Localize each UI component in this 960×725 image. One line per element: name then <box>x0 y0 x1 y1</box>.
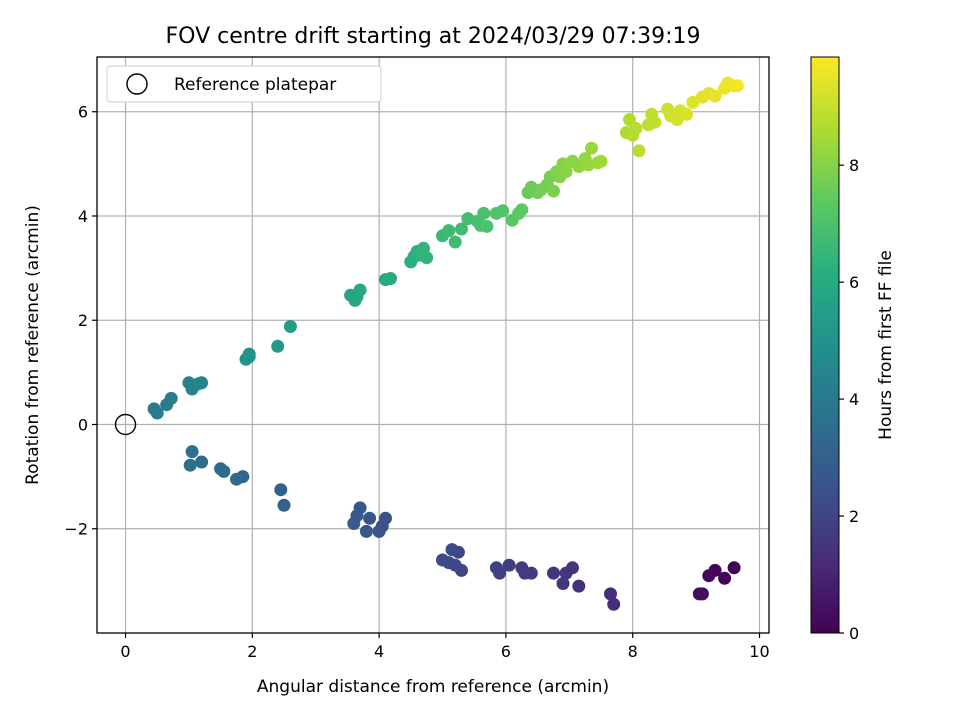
colorbar-tick-label: 6 <box>849 273 859 292</box>
y-axis-ticks: −2 0 2 4 6 <box>64 103 97 539</box>
scatter-point <box>347 517 361 530</box>
scatter-point <box>686 95 700 109</box>
colorbar-gradient <box>810 56 840 634</box>
scatter-point <box>274 483 288 497</box>
colorbar-tick-label: 0 <box>849 624 859 643</box>
scatter-point <box>604 587 617 601</box>
scatter-point <box>185 445 199 459</box>
scatter-point <box>480 219 494 233</box>
scatter-point <box>271 339 285 353</box>
chart-title: FOV centre drift starting at 2024/03/29 … <box>166 24 701 49</box>
reference-point-marker <box>114 413 137 436</box>
scatter-point <box>195 376 209 390</box>
y-tick-label: 4 <box>78 207 88 226</box>
scatter-point <box>448 235 462 249</box>
scatter-point <box>214 462 228 476</box>
legend-box <box>106 65 382 103</box>
scatter-point <box>727 561 741 575</box>
scatter-point <box>230 472 243 486</box>
scatter-point <box>702 569 716 583</box>
scatter-point <box>183 458 197 472</box>
scatter-point <box>283 320 297 333</box>
scatter-point <box>359 524 373 538</box>
scatter-point <box>502 558 516 572</box>
scatter-point <box>648 115 662 129</box>
scatter-points <box>147 76 744 611</box>
scatter-point <box>477 206 491 220</box>
reference-marker <box>114 413 137 436</box>
scatter-point <box>384 272 397 285</box>
x-tick-label: 0 <box>120 642 130 661</box>
scatter-point <box>242 347 256 361</box>
scatter-point <box>195 455 209 469</box>
y-tick-label: −2 <box>64 520 88 539</box>
y-tick-label: 0 <box>78 415 88 434</box>
scatter-point <box>559 165 573 179</box>
plot-frame <box>96 56 770 634</box>
colorbar-ticks: 0 2 4 6 8 <box>839 156 859 643</box>
scatter-point <box>150 406 164 420</box>
scatter-point <box>629 121 643 135</box>
legend-marker-reference <box>126 73 148 95</box>
colorbar-tick-label: 4 <box>849 390 859 409</box>
y-tick-label: 6 <box>78 103 88 122</box>
scatter-point <box>692 587 706 601</box>
scatter-point <box>585 141 598 155</box>
scatter-point <box>708 89 722 103</box>
scatter-point <box>442 224 456 238</box>
scatter-point <box>515 561 529 575</box>
colorbar: 0 2 4 6 8 Hours from first FF file <box>810 56 896 643</box>
scatter-point <box>718 571 732 585</box>
scatter-point <box>489 561 503 575</box>
scatter-point <box>572 579 586 593</box>
scatter-point <box>730 79 744 93</box>
scatter-point <box>594 154 608 168</box>
scatter-point <box>607 597 621 611</box>
scatter-point <box>680 107 694 121</box>
scatter-point <box>455 222 468 236</box>
colorbar-tick-label: 8 <box>849 156 859 175</box>
x-axis-ticks: 0 2 4 6 8 10 <box>120 633 770 661</box>
x-tick-label: 2 <box>247 642 257 661</box>
scatter-point <box>445 543 459 557</box>
colorbar-tick-label: 2 <box>849 507 859 526</box>
y-tick-label: 2 <box>78 311 88 330</box>
scatter-point <box>547 184 560 198</box>
x-tick-label: 8 <box>628 642 638 661</box>
scatter-point <box>547 566 560 580</box>
scatter-point <box>436 553 449 567</box>
scatter-point <box>496 204 510 218</box>
scatter-point <box>559 566 573 580</box>
scatter-point <box>632 144 646 158</box>
grid <box>97 57 769 633</box>
x-tick-label: 10 <box>749 642 769 661</box>
scatter-point <box>277 498 291 512</box>
legend: Reference platepar <box>106 65 382 103</box>
x-axis-label: Angular distance from reference (arcmin) <box>257 677 609 697</box>
x-tick-label: 6 <box>501 642 511 661</box>
colorbar-label: Hours from first FF file <box>876 250 896 440</box>
scatter-point <box>372 524 386 538</box>
scatter-point <box>164 391 178 405</box>
scatter-point <box>420 251 434 265</box>
legend-entry-reference-platepar: Reference platepar <box>174 75 336 95</box>
plot-background <box>97 57 769 633</box>
scatter-point <box>556 577 570 590</box>
scatter-point <box>353 283 367 297</box>
scatter-point <box>515 203 529 217</box>
y-axis-label: Rotation from reference (arcmin) <box>23 205 43 485</box>
scatter-point <box>363 511 377 525</box>
x-tick-label: 4 <box>374 642 384 661</box>
